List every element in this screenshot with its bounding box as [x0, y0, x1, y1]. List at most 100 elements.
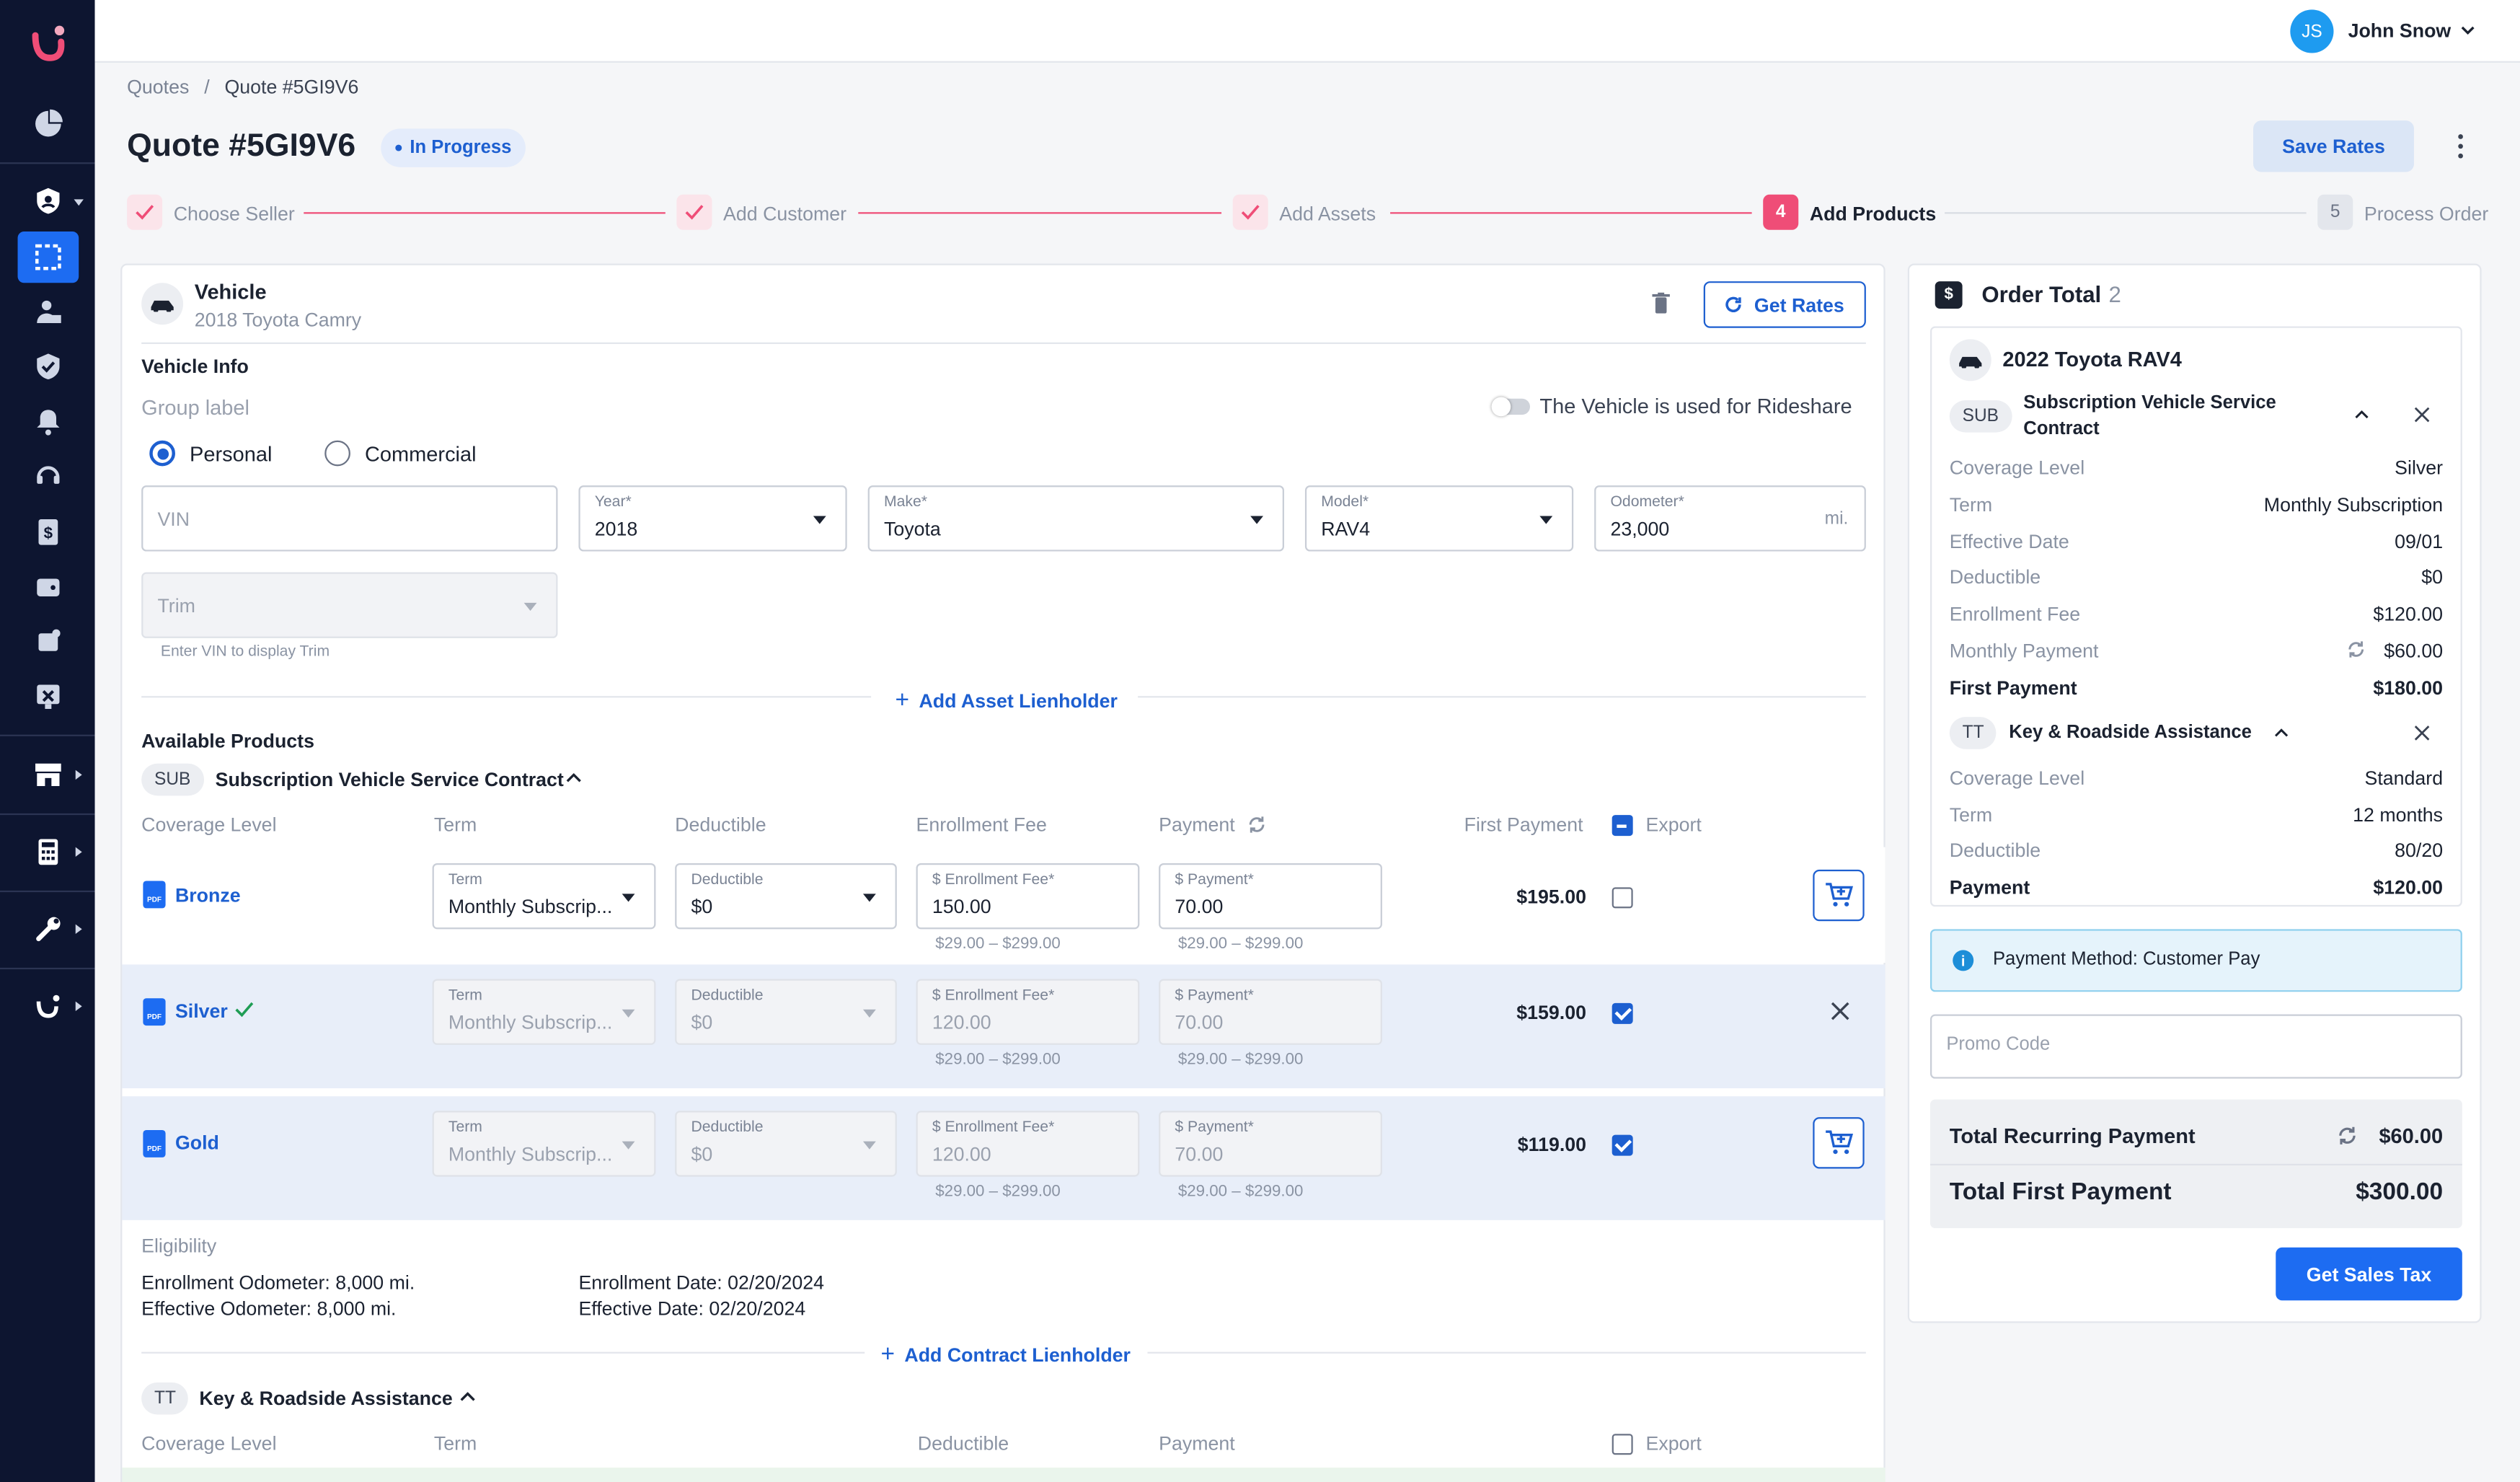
rideshare-toggle[interactable]	[1491, 397, 1531, 417]
payment-range: $29.00 – $299.00	[1177, 1051, 1304, 1069]
save-rates-button[interactable]: Save Rates	[2253, 120, 2414, 172]
step-process-order[interactable]: Process Order	[2364, 202, 2489, 226]
coverage-name[interactable]: Bronze	[174, 883, 241, 907]
enrollment-fee-input[interactable]: $ Enrollment Fee* 150.00	[916, 863, 1140, 930]
chevron-down-icon[interactable]	[2461, 26, 2475, 35]
add-to-cart-button[interactable]	[1813, 1117, 1865, 1169]
deductible-select[interactable]: Deductible $0	[675, 863, 897, 930]
payment-input[interactable]: $ Payment* 70.00	[1159, 1111, 1382, 1177]
radio-personal[interactable]	[149, 440, 175, 467]
sidebar-item-calculator[interactable]	[0, 824, 95, 879]
add-contract-lienholder-link[interactable]: + Add Contract Lienholder	[880, 1341, 1130, 1368]
info-icon: i	[1953, 950, 1974, 971]
chevron-up-icon[interactable]	[2354, 410, 2369, 419]
breadcrumb-quotes[interactable]: Quotes	[127, 75, 190, 98]
brand-logo[interactable]	[0, 16, 95, 71]
sidebar-item-customers[interactable]	[0, 285, 95, 340]
line-label: Enrollment Fee	[1949, 602, 2081, 626]
line-label: Monthly Payment	[1949, 640, 2099, 663]
line-value: 09/01	[2395, 530, 2444, 553]
pdf-icon[interactable]: PDF	[143, 1129, 166, 1157]
trash-icon[interactable]	[1652, 292, 1670, 314]
group-label-input[interactable]: Group label	[141, 395, 249, 420]
coverage-name[interactable]: Gold	[174, 1132, 219, 1155]
sidebar-item-settings[interactable]	[0, 901, 95, 956]
sidebar-item-wallet[interactable]	[0, 560, 95, 614]
enrollment-fee-input[interactable]: $ Enrollment Fee* 120.00	[916, 979, 1140, 1045]
get-rates-button[interactable]: Get Rates	[1703, 281, 1866, 328]
radio-personal-label[interactable]: Personal	[190, 441, 273, 467]
coverage-name[interactable]: Silver	[174, 1000, 228, 1023]
odometer-label: Odometer*	[1610, 493, 1684, 511]
model-select[interactable]: Model* RAV4	[1304, 485, 1574, 552]
step-add-products[interactable]: Add Products	[1809, 202, 1937, 226]
sidebar-item-security[interactable]	[0, 174, 95, 229]
export-all-checkbox[interactable]	[1612, 815, 1633, 837]
col-term: Term	[433, 813, 477, 837]
total-recurring-label: Total Recurring Payment	[1949, 1124, 2196, 1148]
available-products-heading: Available Products	[141, 729, 314, 753]
sidebar-item-protection[interactable]	[0, 339, 95, 394]
enrollment-odometer: Enrollment Odometer: 8,000 mi.	[141, 1271, 415, 1294]
effective-date: Effective Date: 02/20/2024	[578, 1297, 806, 1320]
payment-input[interactable]: $ Payment* 70.00	[1159, 979, 1382, 1045]
odometer-input[interactable]: Odometer* 23,000 mi.	[1594, 485, 1866, 552]
more-vertical-icon[interactable]	[2449, 132, 2472, 161]
enrollment-fee-input[interactable]: $ Enrollment Fee* 120.00	[916, 1111, 1140, 1177]
sidebar-item-tools[interactable]	[0, 669, 95, 723]
close-icon[interactable]	[2414, 725, 2430, 741]
fee-range: $29.00 – $299.00	[935, 1051, 1061, 1069]
sidebar-item-notifications[interactable]	[0, 394, 95, 449]
line-value: Monthly Subscription	[2263, 493, 2444, 516]
user-name[interactable]: John Snow	[2348, 19, 2452, 42]
store-icon	[34, 763, 61, 786]
car-icon	[141, 283, 184, 325]
payment-input[interactable]: $ Payment* 70.00	[1159, 863, 1382, 930]
chevron-up-icon[interactable]	[459, 1392, 475, 1401]
get-sales-tax-button[interactable]: Get Sales Tax	[2276, 1247, 2462, 1301]
sidebar-item-inbox[interactable]	[0, 614, 95, 669]
export-checkbox[interactable]	[1612, 1134, 1633, 1156]
vin-input[interactable]: VIN	[141, 485, 558, 552]
chevron-up-icon[interactable]	[566, 773, 582, 782]
add-to-cart-button[interactable]	[1813, 869, 1865, 922]
export-checkbox[interactable]	[1612, 887, 1633, 909]
export-checkbox[interactable]	[1612, 1002, 1633, 1024]
product-group-name[interactable]: Subscription Vehicle Service Contract	[215, 768, 564, 791]
chevron-up-icon[interactable]	[2274, 728, 2289, 738]
radio-commercial-label[interactable]: Commercial	[364, 441, 477, 467]
promo-code-input[interactable]: Promo Code	[1930, 1014, 2462, 1079]
avatar[interactable]: JS	[2290, 9, 2334, 53]
step-choose-seller[interactable]: Choose Seller	[173, 202, 295, 226]
close-icon[interactable]	[1831, 1002, 1850, 1021]
term-select[interactable]: Term Monthly Subscrip...	[432, 1111, 656, 1177]
deductible-select[interactable]: Deductible $0	[675, 1111, 897, 1177]
sidebar-item-quotes[interactable]	[0, 230, 95, 285]
pdf-icon[interactable]: PDF	[143, 998, 166, 1026]
total-recurring-value: $60.00	[2379, 1124, 2444, 1148]
radio-commercial[interactable]	[324, 440, 350, 467]
term-select[interactable]: Term Monthly Subscrip...	[432, 863, 656, 930]
deductible-select[interactable]: Deductible $0	[675, 979, 897, 1045]
trim-select[interactable]: Trim	[141, 572, 558, 638]
export-all-checkbox[interactable]	[1612, 1434, 1633, 1455]
sidebar-item-apps[interactable]	[0, 979, 95, 1033]
make-label: Make*	[883, 493, 927, 511]
add-contract-lienholder-label: Add Contract Lienholder	[904, 1344, 1131, 1367]
sidebar-item-store[interactable]	[0, 747, 95, 802]
term-select[interactable]: Term Monthly Subscrip...	[432, 979, 656, 1045]
step-add-assets[interactable]: Add Assets	[1279, 202, 1376, 226]
sidebar-item-billing[interactable]: $	[0, 505, 95, 560]
sidebar-item-support[interactable]	[0, 449, 95, 503]
step-add-customer[interactable]: Add Customer	[723, 202, 847, 226]
add-asset-lienholder-link[interactable]: + Add Asset Lienholder	[896, 687, 1118, 714]
year-select[interactable]: Year* 2018	[578, 485, 847, 552]
product-group-name[interactable]: Key & Roadside Assistance	[199, 1387, 453, 1410]
make-select[interactable]: Make* Toyota	[867, 485, 1284, 552]
col-coverage: Coverage Level	[141, 1432, 277, 1455]
product-code-badge: TT	[141, 1382, 189, 1415]
close-icon[interactable]	[2414, 407, 2430, 423]
line-label: Coverage Level	[1949, 456, 2085, 480]
pdf-icon[interactable]: PDF	[143, 881, 166, 909]
sidebar-item-dashboard[interactable]	[0, 97, 95, 151]
